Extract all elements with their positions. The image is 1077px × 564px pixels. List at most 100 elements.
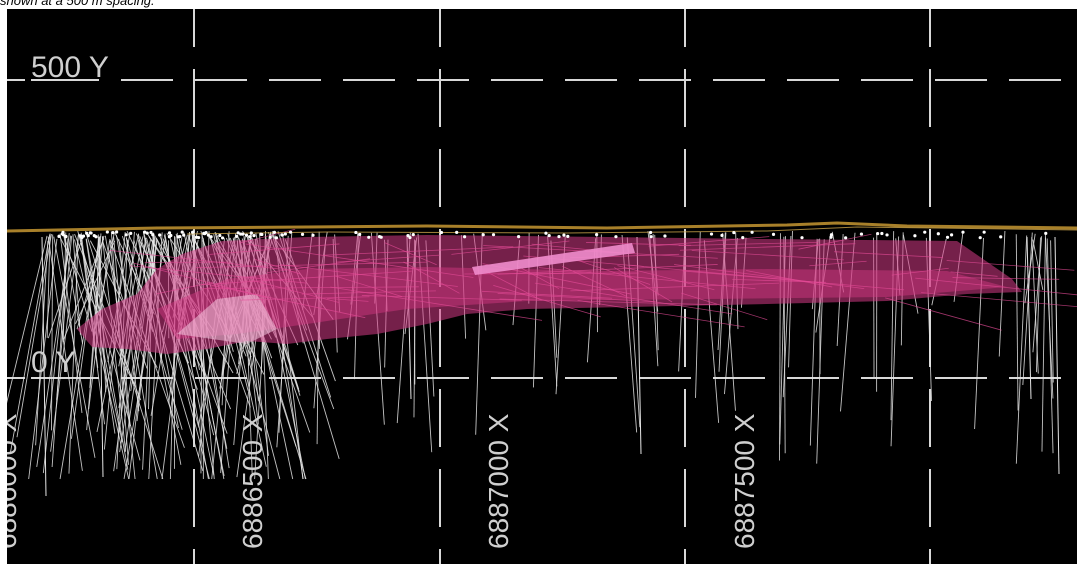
drillhole-collar xyxy=(252,233,256,238)
drillhole-collar xyxy=(709,232,714,236)
drillhole-collar xyxy=(79,234,83,238)
orebody-mesh-line xyxy=(108,249,291,271)
topography-line xyxy=(7,221,1077,233)
orebody-mesh-line xyxy=(891,267,949,276)
drillhole-collar xyxy=(288,230,293,234)
drillhole-collar xyxy=(913,234,917,238)
orebody-mesh-line xyxy=(497,292,656,303)
orebody-mesh-line xyxy=(240,296,370,301)
drillhole-collar xyxy=(202,231,206,235)
drillhole-collar xyxy=(408,235,412,240)
drillhole-collar xyxy=(244,233,249,237)
drillhole-collar xyxy=(800,236,804,240)
drillhole-collar xyxy=(241,232,245,236)
drillhole-collar xyxy=(57,234,61,238)
orebody-mesh-line xyxy=(809,260,867,267)
drillhole-collar xyxy=(379,235,383,239)
drillhole-trace-long xyxy=(98,236,104,478)
drillhole-collar xyxy=(829,235,833,239)
drillhole-collar xyxy=(595,232,599,237)
drillhole-collar xyxy=(859,232,864,236)
orebody-mesh-line xyxy=(921,292,1077,308)
drillhole-collar xyxy=(750,230,754,234)
y-label-0: 0 Y xyxy=(31,346,76,379)
drillhole-collar xyxy=(149,230,153,235)
drillhole-trace xyxy=(1015,235,1028,464)
drillhole-collar xyxy=(663,234,667,238)
orebody-mesh-line xyxy=(915,277,1077,296)
drillhole-collar xyxy=(732,230,736,235)
drillhole-collars xyxy=(57,230,1048,240)
drillhole-collar xyxy=(649,230,653,235)
drillhole-trace-long xyxy=(41,236,47,497)
cross-section-canvas: 500 Y 0 Y 6886000 X 6886500 X 6887000 X … xyxy=(7,9,1077,564)
drillhole-trace xyxy=(42,233,70,474)
orebody-mesh-line xyxy=(682,270,905,291)
drillhole-trace xyxy=(47,236,83,471)
drillhole-collar xyxy=(235,234,239,238)
drillhole-collar xyxy=(300,232,305,236)
orebody-mesh-line xyxy=(499,298,717,306)
orebody-mesh-line xyxy=(497,264,718,275)
drillhole-collar xyxy=(406,234,410,238)
orebody-mesh-line xyxy=(517,265,560,290)
drillhole-collar xyxy=(999,235,1003,239)
drillhole-trace xyxy=(53,236,96,458)
drillhole-collar xyxy=(982,230,986,234)
drillhole-collar xyxy=(191,230,195,234)
drillhole-collar xyxy=(169,233,173,238)
drillhole-collar xyxy=(923,230,927,234)
drillhole-collar xyxy=(455,230,459,235)
drillhole-trace xyxy=(109,239,136,480)
orebody-mesh-line xyxy=(238,228,296,244)
orebody-mesh-line xyxy=(252,280,340,303)
orebody-mesh-line xyxy=(201,270,412,286)
orebody-mesh-line xyxy=(617,265,715,291)
drillhole-collar xyxy=(124,233,128,237)
drillhole-collar xyxy=(94,235,98,239)
drillhole-trace xyxy=(7,235,48,404)
orebody-mesh-line xyxy=(280,264,458,287)
orebody-mesh-line xyxy=(950,271,998,277)
orebody-mesh-line xyxy=(384,242,437,266)
drillhole-collar xyxy=(885,233,889,237)
orebody-mesh-line xyxy=(199,286,419,289)
orebody-mesh-line xyxy=(570,282,780,292)
drillhole-trace xyxy=(35,240,49,446)
orebody-mesh-line xyxy=(493,284,601,318)
drillhole-collar xyxy=(358,232,362,237)
drillhole-collar xyxy=(829,233,834,237)
drillhole-trace xyxy=(47,236,84,339)
drillhole-collar xyxy=(129,231,133,235)
drillhole-collar xyxy=(517,235,521,239)
orebody-mesh-line xyxy=(335,254,440,263)
drillhole-collar xyxy=(961,230,965,234)
orebody-mesh-line xyxy=(834,251,944,258)
drillhole-trace-long xyxy=(1054,236,1060,475)
orebody-mesh-line xyxy=(952,277,1060,280)
orebody-mesh-line xyxy=(207,284,366,319)
drillhole-trace xyxy=(1046,238,1054,454)
orebody-mesh-line xyxy=(946,260,1075,271)
topography-line-secondary xyxy=(186,226,1077,235)
drillhole-collar xyxy=(544,231,548,235)
x-label-6887500: 6887500 X xyxy=(729,413,760,549)
drillhole-collar xyxy=(115,230,119,234)
drillhole-trace xyxy=(1022,232,1033,386)
orebody-mesh-line xyxy=(195,261,427,269)
drillhole-trace xyxy=(56,235,73,400)
orebody-mesh-line xyxy=(577,300,745,328)
y-label-500: 500 Y xyxy=(31,51,109,84)
orebody-mesh-line xyxy=(586,242,691,246)
drillhole-collar xyxy=(268,235,272,239)
orebody-mesh-line xyxy=(691,250,844,261)
drillhole-collar xyxy=(771,232,776,236)
drillhole-collar xyxy=(249,231,253,235)
orebody-mesh-line xyxy=(613,267,673,303)
drillhole-collar xyxy=(566,234,570,238)
orebody-mesh-line xyxy=(746,270,833,288)
orebody-mesh-line xyxy=(403,261,460,294)
topography-surface xyxy=(7,221,1077,235)
drillhole-trace xyxy=(85,238,129,470)
orebody-mesh-line xyxy=(324,246,514,256)
